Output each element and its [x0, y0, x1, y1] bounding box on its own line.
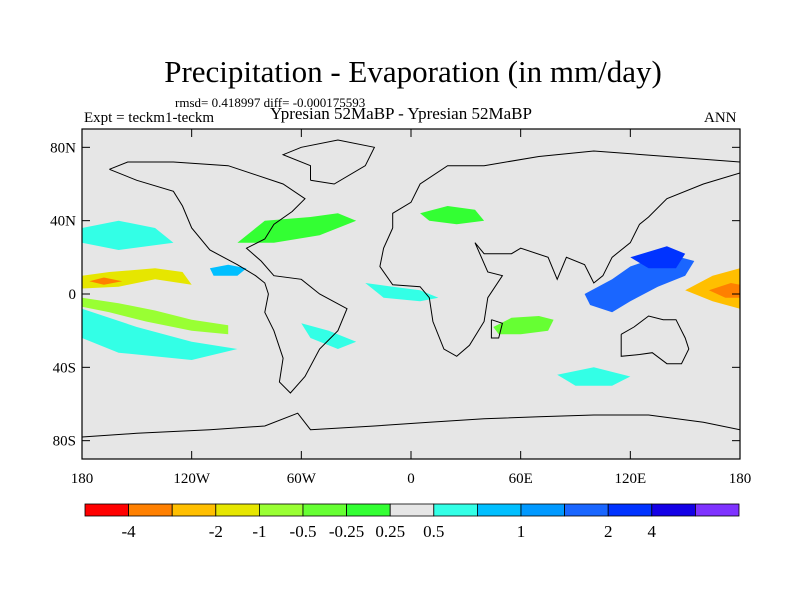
colorbar-label: -4 — [122, 522, 137, 541]
season-label: ANN — [704, 110, 737, 126]
x-tick-label: 0 — [407, 471, 415, 487]
chart-title: Precipitation - Evaporation (in mm/day) — [164, 54, 662, 89]
anomaly-region-dateline-negative-wedge — [685, 268, 740, 309]
y-tick-label: 80S — [53, 434, 76, 450]
colorbar-label: 2 — [604, 522, 613, 541]
coastline-madagascar — [490, 319, 503, 339]
colorbar: -4 -2 -1 -0.5 -0.25 0.25 0.5 1 2 4 — [84, 503, 740, 541]
x-tick-label: 120W — [173, 471, 211, 487]
anomaly-region-southern-ocean-indian — [557, 367, 631, 386]
stats-line: rmsd= 0.418997 diff= -0.000175593 — [175, 95, 366, 110]
coastline-americas — [109, 161, 348, 394]
anomaly-region-east-pacific-south-band — [82, 297, 229, 335]
y-tick-label: 80N — [50, 140, 76, 156]
colorbar-box — [258, 503, 304, 517]
coastline-antarctica — [82, 412, 740, 438]
plot-area — [81, 128, 741, 460]
colorbar-box — [564, 503, 609, 517]
anomaly-region-south-atlantic-positive — [301, 323, 357, 349]
anomaly-region-central-america-positive — [209, 264, 247, 276]
coastline-afro-eurasia — [379, 150, 740, 357]
coastline-australia — [620, 315, 690, 365]
colorbar-box — [389, 503, 435, 517]
anomaly-region-west-pacific-positive-lobe — [584, 253, 695, 313]
colorbar-label: 0.25 — [375, 522, 405, 541]
chart-subtitle: Ypresian 52MaBP - Ypresian 52MaBP — [270, 104, 532, 123]
anomaly-region-indian-ocean-south — [493, 316, 554, 335]
colorbar-box — [346, 503, 391, 517]
anomaly-region-dateline-positive-tongue — [630, 246, 686, 269]
anomaly-region-north-pacific-positive — [82, 220, 174, 250]
colorbar-label: -0.5 — [290, 522, 317, 541]
x-tick-label: 180 — [71, 471, 94, 487]
y-axis: 80N 40N 0 40S 80S — [50, 140, 740, 450]
colorbar-box — [695, 503, 740, 517]
colorbar-label: 4 — [648, 522, 657, 541]
x-tick-label: 180 — [729, 471, 752, 487]
coastline-greenland — [281, 139, 376, 185]
colorbar-label: -2 — [209, 522, 223, 541]
x-axis: 180 120W 60W 0 60E 120E 180 — [71, 129, 752, 487]
x-tick-label: 60W — [287, 471, 317, 487]
colorbar-label: -0.25 — [329, 522, 364, 541]
y-tick-label: 0 — [69, 287, 77, 303]
colorbar-box — [433, 503, 478, 517]
experiment-label: Expt = teckm1-teckm — [84, 110, 215, 126]
x-tick-label: 60E — [509, 471, 533, 487]
colorbar-box — [84, 503, 129, 517]
colorbar-box — [302, 503, 347, 517]
colorbar-box — [215, 503, 260, 517]
colorbar-label: -1 — [252, 522, 266, 541]
colorbar-label: 0.5 — [423, 522, 444, 541]
colorbar-box — [651, 503, 696, 517]
y-tick-label: 40N — [50, 214, 76, 230]
colorbar-box — [476, 503, 522, 517]
colorbar-box — [171, 503, 217, 517]
anomaly-region-equatorial-atlantic-positive — [365, 283, 439, 302]
colorbar-box — [520, 503, 565, 517]
anomaly-region-north-atlantic-europe — [420, 206, 485, 225]
colorbar-label: 1 — [517, 522, 526, 541]
anomaly-region-south-pacific-positive — [82, 308, 238, 360]
x-tick-label: 120E — [614, 471, 646, 487]
y-tick-label: 40S — [53, 360, 76, 376]
colorbar-box — [607, 503, 653, 517]
anomaly-region-east-pacific-north-core — [89, 277, 123, 285]
colorbar-box — [128, 503, 173, 517]
